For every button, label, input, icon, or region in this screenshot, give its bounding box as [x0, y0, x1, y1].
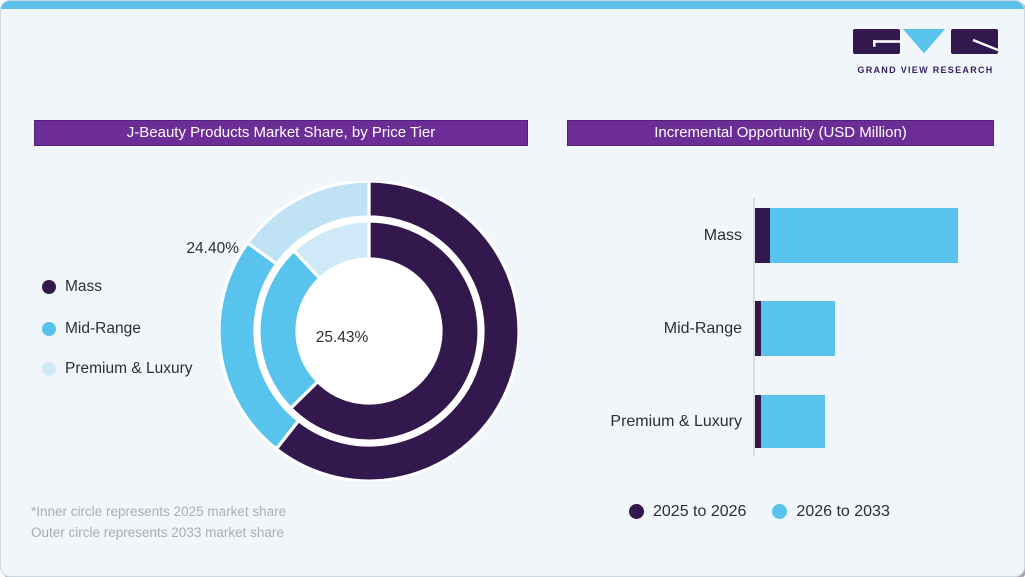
donut-legend-item-mid-range: Mid-Range [42, 320, 141, 337]
bar-segment-2025-to-2026 [755, 301, 761, 356]
logo-r-leg [972, 38, 999, 52]
bar-segment-2025-to-2026 [755, 395, 761, 448]
donut-outer-segment-mass [274, 181, 519, 481]
bar-chart-title: Incremental Opportunity (USD Million) [567, 120, 994, 146]
bar-chart-legend: 2025 to 2026 2026 to 2033 [629, 503, 890, 520]
period-2026-2033-legend-dot-icon [772, 504, 788, 519]
inner-ring-value-label: 25.43% [315, 329, 369, 346]
bar-category-label: Mass [703, 226, 742, 244]
bar-segment-2026-to-2033 [770, 208, 958, 263]
bar-segment-2026-to-2033 [761, 301, 835, 356]
donut-chart-title: J-Beauty Products Market Share, by Price… [34, 120, 528, 146]
footnote-line-1: *Inner circle represents 2025 market sha… [31, 504, 287, 519]
donut-legend-item-mass: Mass [42, 278, 102, 295]
logo-v-icon [903, 29, 945, 54]
footnote-line-2: Outer circle represents 2033 market shar… [31, 525, 284, 540]
logo-wordmark: GRAND VIEW RESEARCH [857, 65, 994, 75]
donut-legend-label: Mid-Range [65, 319, 141, 337]
premium-luxury-legend-dot-icon [42, 361, 56, 376]
bar-segment-2025-to-2026 [755, 208, 770, 263]
chart-footnote: *Inner circle represents 2025 market sha… [31, 501, 286, 543]
donut-outer-segment-premium-luxury [245, 181, 371, 267]
period-2025-2026-legend-dot-icon [629, 504, 644, 519]
bar-legend-item-2026-2033: 2026 to 2033 [772, 502, 890, 520]
donut-chart [219, 181, 519, 481]
bar-category-label: Premium & Luxury [610, 412, 742, 430]
logo-g-bar [873, 40, 900, 43]
gvr-logo-mark [853, 29, 999, 54]
donut-legend-label: Premium & Luxury [65, 359, 193, 377]
logo-g-tick [873, 40, 876, 47]
mid-range-legend-dot-icon [42, 321, 56, 336]
mass-legend-dot-icon [42, 279, 56, 294]
donut-inner-segment-premium-luxury [291, 219, 371, 281]
bar-segment-2026-to-2033 [761, 395, 825, 448]
donut-legend-label: Mass [65, 277, 103, 295]
bar-legend-label: 2025 to 2026 [653, 502, 747, 520]
donut-inner-segment-mass [288, 219, 481, 443]
outer-ring-value-label: 24.40% [186, 240, 239, 257]
top-accent-strip [1, 1, 1024, 9]
donut-legend-item-premium-luxury: Premium & Luxury [42, 360, 192, 377]
bar-chart-axis-line [753, 198, 755, 456]
gvr-logo: GRAND VIEW RESEARCH [853, 29, 999, 75]
bar-legend-item-2025-2026: 2025 to 2026 [629, 503, 746, 520]
bar-category-label: Mid-Range [663, 319, 742, 337]
bar-legend-label: 2026 to 2033 [796, 502, 890, 520]
